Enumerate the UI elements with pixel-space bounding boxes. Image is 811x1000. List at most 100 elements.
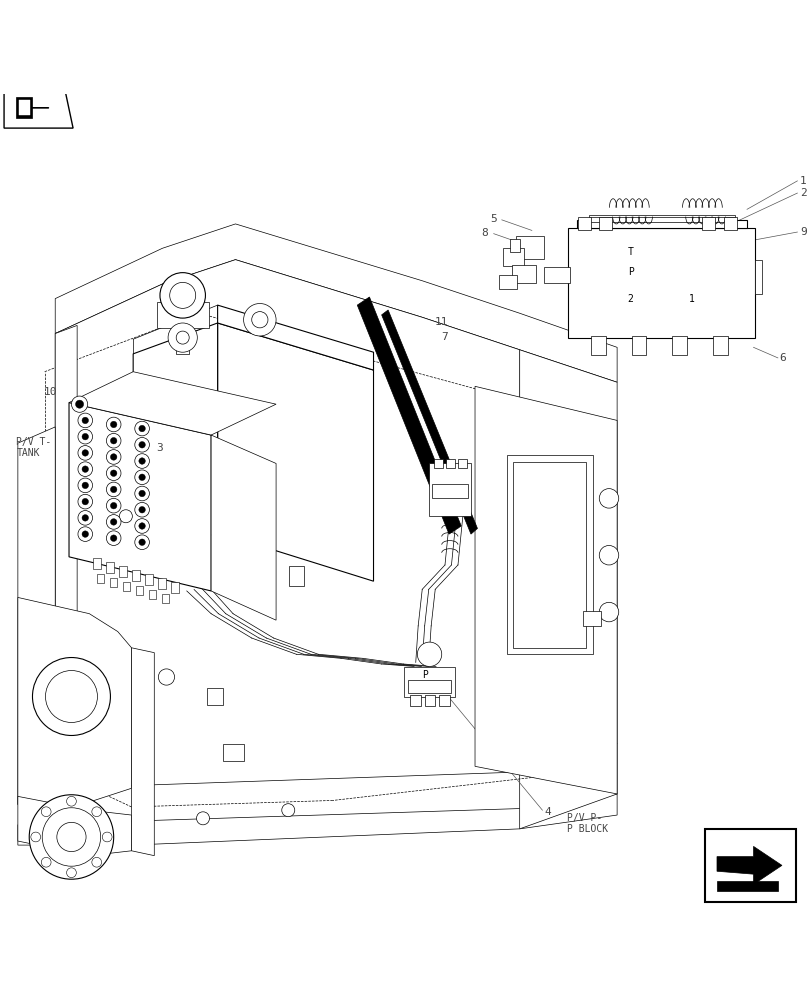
Text: 2: 2 [627, 294, 633, 304]
Polygon shape [55, 260, 519, 788]
Text: 4: 4 [543, 807, 550, 817]
Circle shape [78, 429, 92, 444]
Bar [223, 744, 243, 761]
Circle shape [106, 433, 121, 448]
Bar [704, 829, 795, 902]
Polygon shape [55, 325, 77, 788]
Bar [428, 463, 470, 516]
Bar [631, 336, 646, 355]
Text: 5: 5 [490, 214, 496, 224]
Circle shape [106, 466, 121, 481]
Circle shape [41, 807, 51, 817]
Circle shape [102, 832, 112, 842]
Bar [136, 586, 143, 595]
Circle shape [82, 450, 88, 456]
Circle shape [78, 478, 92, 493]
Bar [702, 217, 714, 230]
Text: 8: 8 [481, 228, 487, 238]
Bar [582, 611, 600, 626]
Circle shape [139, 539, 145, 545]
Circle shape [41, 857, 51, 867]
Polygon shape [381, 310, 477, 534]
Polygon shape [474, 386, 616, 794]
Circle shape [29, 795, 114, 879]
Circle shape [135, 502, 149, 517]
Text: 9: 9 [799, 227, 805, 237]
Circle shape [135, 454, 149, 468]
Circle shape [82, 531, 88, 537]
Text: 3: 3 [156, 443, 162, 453]
Text: 1: 1 [799, 176, 805, 186]
Polygon shape [18, 794, 616, 845]
Circle shape [110, 502, 117, 509]
Circle shape [82, 482, 88, 489]
Circle shape [599, 602, 618, 622]
Circle shape [168, 323, 197, 352]
Bar [207, 688, 223, 705]
Circle shape [106, 498, 121, 513]
Circle shape [78, 494, 92, 509]
Circle shape [110, 486, 117, 493]
Circle shape [32, 658, 110, 735]
Circle shape [110, 519, 117, 525]
Circle shape [176, 331, 189, 344]
Text: P/V P-: P/V P- [566, 813, 601, 823]
Circle shape [45, 671, 97, 722]
Polygon shape [211, 435, 276, 620]
Bar [576, 220, 746, 228]
Bar [158, 578, 166, 589]
Circle shape [42, 808, 101, 866]
Circle shape [139, 458, 145, 464]
Polygon shape [18, 597, 131, 804]
Polygon shape [69, 403, 211, 591]
Circle shape [67, 868, 76, 878]
Bar [723, 217, 736, 230]
Bar [176, 336, 189, 354]
Bar [716, 881, 777, 891]
Circle shape [57, 822, 86, 852]
Circle shape [160, 273, 205, 318]
Bar [588, 217, 734, 222]
Bar [132, 570, 140, 581]
Polygon shape [131, 648, 154, 856]
Bar [410, 695, 420, 706]
Circle shape [135, 535, 149, 550]
Circle shape [139, 490, 145, 497]
Bar [149, 590, 156, 599]
Bar [19, 100, 30, 115]
Bar [599, 217, 611, 230]
Bar [424, 695, 435, 706]
Polygon shape [4, 89, 73, 128]
Circle shape [78, 413, 92, 428]
Circle shape [139, 425, 145, 432]
Polygon shape [217, 305, 373, 370]
Circle shape [135, 421, 149, 436]
Bar [439, 695, 449, 706]
Circle shape [31, 832, 41, 842]
Circle shape [71, 396, 88, 412]
Circle shape [243, 303, 276, 336]
Polygon shape [18, 796, 131, 856]
Circle shape [82, 433, 88, 440]
Circle shape [135, 486, 149, 501]
Circle shape [135, 470, 149, 485]
Bar [588, 215, 734, 220]
Circle shape [110, 421, 117, 428]
Circle shape [110, 454, 117, 460]
Bar [590, 336, 605, 355]
Circle shape [139, 442, 145, 448]
Polygon shape [716, 846, 781, 884]
Bar [289, 566, 303, 586]
Text: P: P [627, 267, 633, 277]
Bar [511, 265, 535, 283]
Bar [712, 336, 727, 355]
Circle shape [92, 807, 101, 817]
Polygon shape [18, 427, 55, 804]
Polygon shape [133, 323, 217, 565]
Circle shape [139, 523, 145, 529]
Text: 1: 1 [688, 294, 693, 304]
Bar [445, 459, 454, 468]
Circle shape [110, 535, 117, 541]
Bar [110, 578, 117, 587]
Bar [507, 455, 592, 654]
